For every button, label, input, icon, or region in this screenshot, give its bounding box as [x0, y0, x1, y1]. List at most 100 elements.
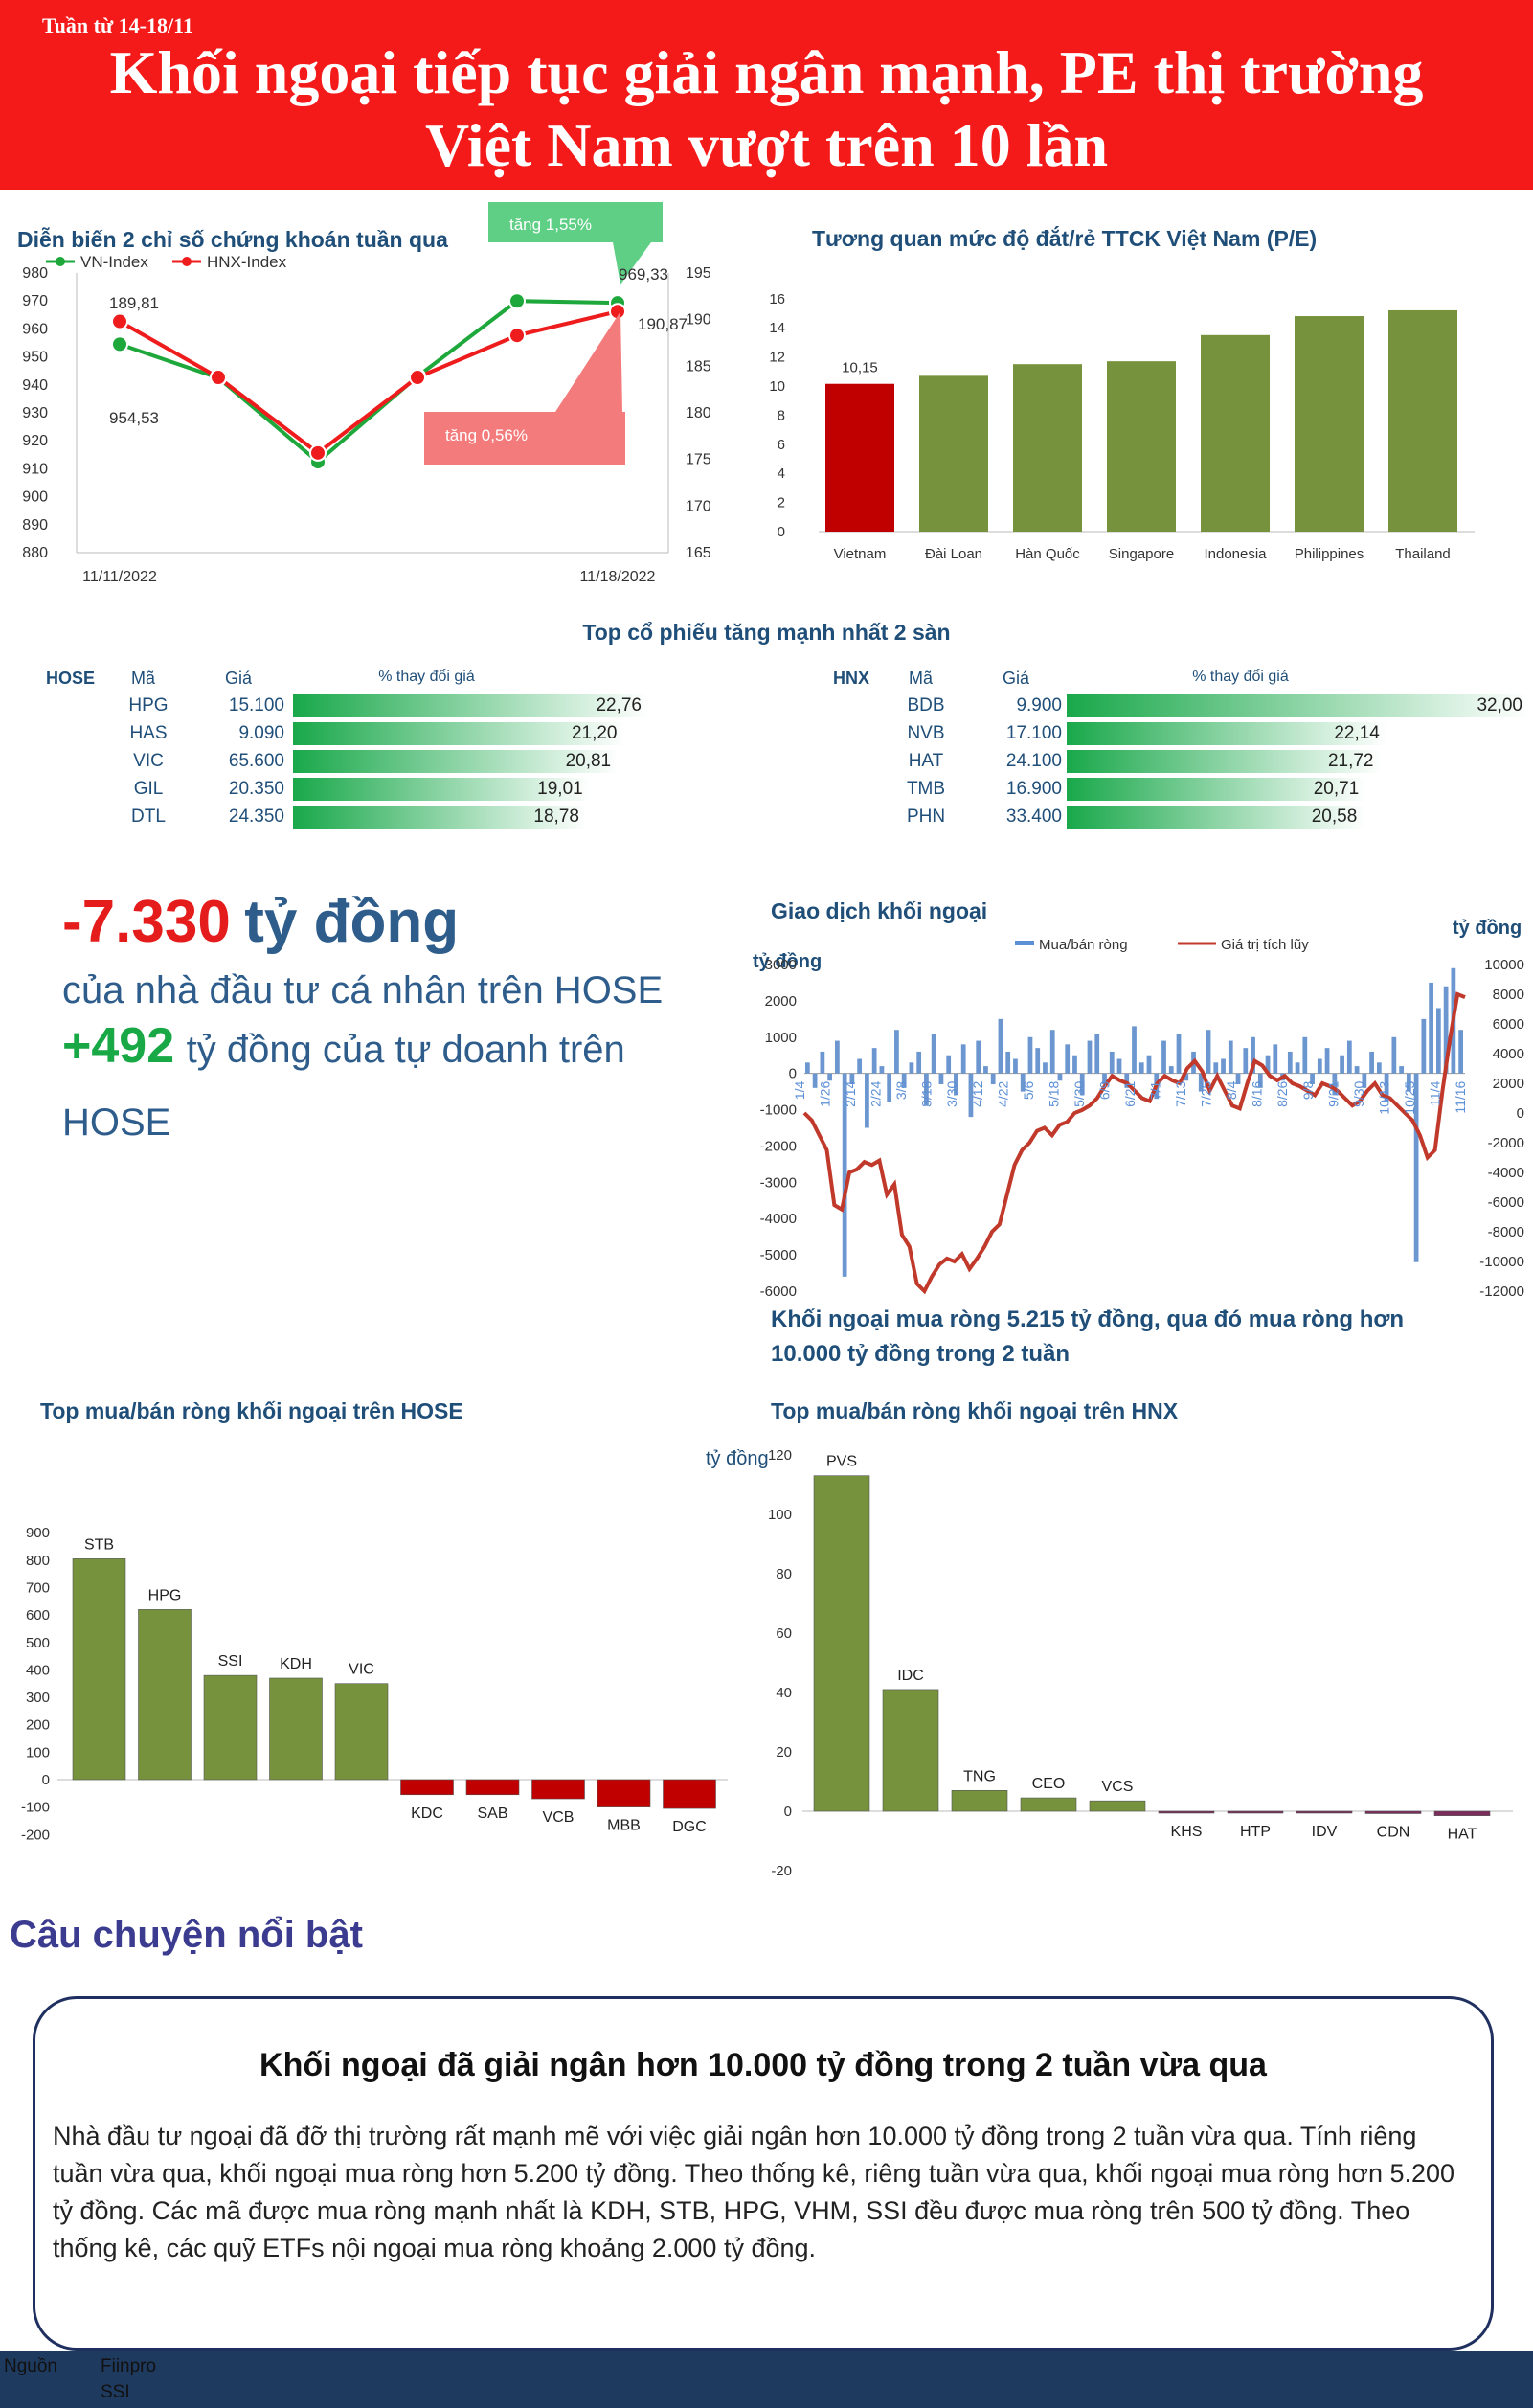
- net-bar: [1146, 1055, 1152, 1074]
- pe-tick: 6: [778, 437, 785, 453]
- foreign-x-label: 5/18: [1046, 1080, 1061, 1106]
- pe-bar: [1295, 316, 1364, 532]
- net-bar: [1273, 1044, 1278, 1074]
- net-bar: [894, 1030, 899, 1074]
- story-title: Khối ngoại đã giải ngân hơn 10.000 tỷ đồ…: [259, 2047, 1267, 2083]
- hnx-point: [210, 369, 227, 387]
- net-bar: [1206, 1030, 1211, 1074]
- index-chart: VN-Index HNX-Index 980 970 960 950 940 930 920…: [22, 202, 711, 585]
- net-bar: [1089, 1800, 1146, 1812]
- foreign-note-line-2: 10.000 tỷ đồng trong 2 tuần: [771, 1341, 1071, 1367]
- net-bar: [1302, 1036, 1308, 1074]
- pe-category: Vietnam: [834, 546, 887, 562]
- net-tick: 300: [26, 1690, 50, 1706]
- foreign-left-tick: -5000: [760, 1247, 797, 1263]
- vn-point: [508, 292, 526, 310]
- gainer-price: 16.900: [1005, 779, 1062, 799]
- story-box: Khối ngoại đã giải ngân hơn 10.000 tỷ đồ…: [33, 1996, 1494, 2351]
- foreign-x-label: 9/8: [1300, 1080, 1316, 1100]
- hnx-net-unit: tỷ đồng: [706, 1448, 769, 1469]
- net-bar: [1228, 1040, 1233, 1074]
- foreign-x-label: 4/12: [970, 1080, 985, 1106]
- net-bar: [1287, 1051, 1293, 1074]
- net-bar: [1065, 1044, 1071, 1074]
- net-bar: [597, 1779, 651, 1807]
- net-bar: [1243, 1048, 1249, 1074]
- pe-tick: 10: [769, 378, 785, 395]
- pe-tick: 14: [769, 320, 785, 336]
- highlight-text-2b: HOSE: [62, 1102, 171, 1144]
- net-bar: [138, 1609, 192, 1781]
- net-tick: 100: [768, 1507, 792, 1523]
- header-gia: Giá: [225, 669, 253, 688]
- gainer-bar: [293, 778, 591, 801]
- header-ma: Mã: [909, 669, 934, 688]
- net-bar: [1087, 1040, 1093, 1074]
- gainer-pct: 18,78: [533, 806, 579, 827]
- net-bar: [269, 1677, 323, 1781]
- gainer-bar: [1067, 750, 1382, 773]
- callout-hnx-box: [424, 412, 625, 465]
- hose-net-chart: 900 800 700 600 500 400 300 200 100 0 -100 -200 STB…: [21, 1525, 728, 1843]
- foreign-unit-right: tỷ đồng: [1453, 918, 1522, 939]
- net-bar: [1109, 1051, 1115, 1074]
- net-bar: [849, 1073, 855, 1085]
- net-tick: -200: [21, 1827, 50, 1843]
- foreign-right-tick: 10000: [1484, 957, 1524, 973]
- index-left-tick: 980: [22, 265, 48, 282]
- header-gia: Giá: [1003, 669, 1030, 688]
- net-bar: [1116, 1058, 1122, 1074]
- net-bar: [879, 1066, 885, 1074]
- foreign-x-label: 4/22: [995, 1080, 1010, 1106]
- net-category: KDC: [411, 1806, 443, 1822]
- net-category: DGC: [672, 1819, 707, 1835]
- index-left-tick: 920: [22, 433, 48, 449]
- story-heading: Câu chuyện nổi bật: [10, 1914, 363, 1956]
- net-category: IDV: [1312, 1824, 1338, 1840]
- vn-legend-label: VN-Index: [80, 253, 148, 271]
- foreign-right-tick: -8000: [1488, 1224, 1524, 1240]
- net-bar: [857, 1058, 863, 1074]
- foreign-x-label: 5/30: [1071, 1080, 1087, 1106]
- index-right-tick: 175: [686, 452, 711, 468]
- net-bar: [1158, 1810, 1215, 1814]
- net-tick: 200: [26, 1717, 50, 1734]
- net-bar: [924, 1073, 929, 1106]
- net-tick: -20: [771, 1863, 792, 1879]
- foreign-right-tick: -6000: [1488, 1194, 1524, 1211]
- foreign-left-tick: -3000: [760, 1174, 797, 1191]
- gainers-hose-table: HOSE Mã Giá % thay đổi giá HPG 15.100 22,76 HAS…: [0, 661, 670, 833]
- net-category: PVS: [826, 1454, 857, 1470]
- foreign-x-label: 9/30: [1351, 1080, 1366, 1106]
- foreign-x-label: 11/16: [1453, 1080, 1468, 1113]
- net-tick: 0: [42, 1772, 50, 1788]
- gainer-bar: [293, 694, 649, 717]
- vn-index-line: [119, 299, 619, 465]
- net-tick: 0: [784, 1804, 792, 1820]
- header-ma: Mã: [131, 669, 156, 688]
- net-tick: 60: [776, 1625, 792, 1642]
- gainer-price: 65.600: [228, 751, 284, 771]
- net-bar: [1435, 1008, 1441, 1074]
- net-bar: [882, 1689, 939, 1812]
- net-bar: [954, 1073, 958, 1096]
- gainer-price: 20.350: [228, 779, 284, 799]
- net-bar: [1251, 1036, 1255, 1074]
- net-tick: 800: [26, 1553, 50, 1569]
- hnx-point: [508, 327, 526, 345]
- net-bar: [1013, 1058, 1018, 1074]
- gainer-row: HPG 15.100 22,76: [0, 693, 670, 718]
- index-left-tick: 940: [22, 377, 48, 394]
- pe-category: Philippines: [1295, 546, 1364, 562]
- header-banner: [0, 0, 1533, 190]
- gainers-hnx-table: HNX Mã Giá % thay đổi giá BDB 9.900 32,00 NVB 17…: [823, 661, 1533, 833]
- net-category: CEO: [1032, 1776, 1066, 1792]
- net-category: VCB: [543, 1809, 575, 1826]
- foreign-x-label: 7/13: [1173, 1080, 1188, 1106]
- net-bar: [334, 1683, 389, 1781]
- net-category: KHS: [1171, 1824, 1203, 1840]
- gainer-bar: [293, 750, 620, 773]
- index-left-tick: 880: [22, 545, 48, 561]
- net-bar: [1079, 1073, 1085, 1096]
- net-bar: [1035, 1048, 1041, 1074]
